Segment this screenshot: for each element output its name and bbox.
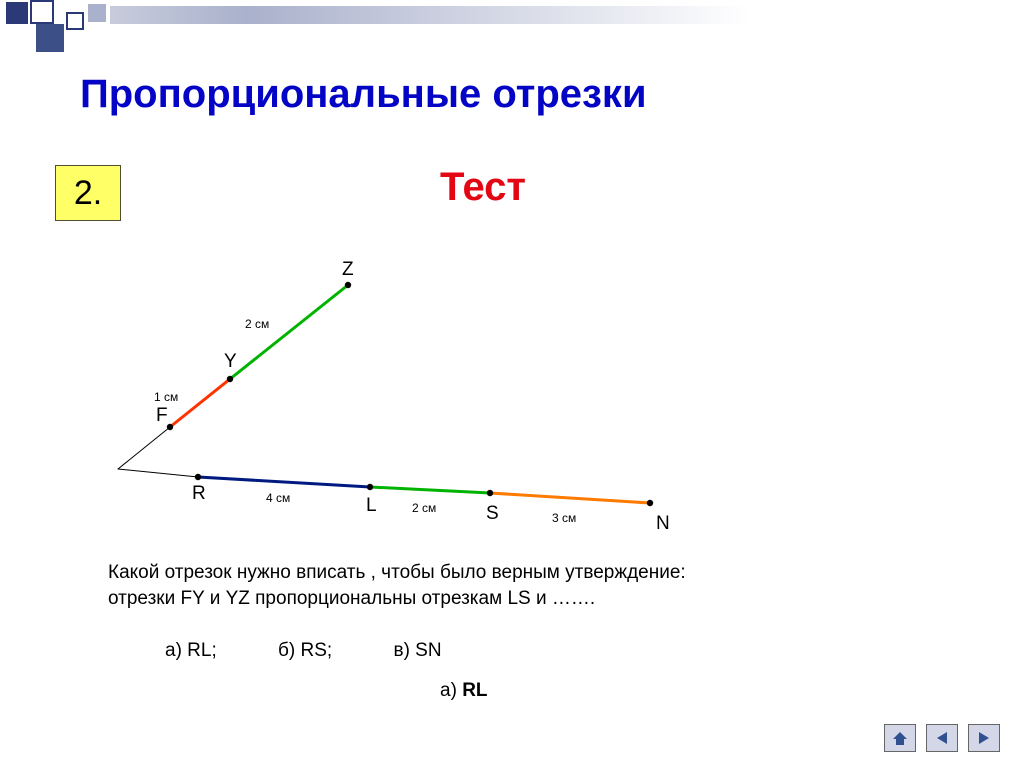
svg-text:R: R bbox=[192, 483, 206, 504]
svg-text:2 см: 2 см bbox=[412, 501, 436, 515]
deco-square bbox=[36, 24, 64, 52]
question-text: Какой отрезок нужно вписать , чтобы было… bbox=[108, 560, 928, 611]
svg-text:F: F bbox=[156, 405, 168, 426]
svg-text:3 см: 3 см bbox=[552, 511, 576, 525]
question-number-badge: 2. bbox=[55, 165, 121, 221]
question-number: 2. bbox=[74, 174, 102, 213]
question-line1: Какой отрезок нужно вписать , чтобы было… bbox=[108, 562, 686, 583]
answer-value: RL bbox=[462, 680, 487, 701]
correct-answer: а) RL bbox=[440, 680, 488, 702]
answer-prefix: а) bbox=[440, 680, 462, 701]
next-button[interactable] bbox=[968, 724, 1000, 752]
choice-a: а) RL; bbox=[165, 640, 217, 661]
svg-text:4 см: 4 см bbox=[266, 491, 290, 505]
prev-button[interactable] bbox=[926, 724, 958, 752]
choice-c: в) SN bbox=[393, 640, 441, 661]
segments-diagram: 1 см 2 см F Y Z 4 см 2 см 3 см R L S N bbox=[90, 255, 730, 535]
slide-title: Пропорциональные отрезки bbox=[80, 72, 647, 117]
deco-square bbox=[6, 2, 28, 24]
svg-text:S: S bbox=[486, 503, 499, 524]
header-decoration bbox=[0, 0, 1024, 40]
choice-b: б) RS; bbox=[278, 640, 332, 661]
home-icon bbox=[891, 730, 909, 746]
arrow-right-icon bbox=[976, 730, 992, 746]
svg-text:L: L bbox=[366, 495, 377, 516]
svg-text:Y: Y bbox=[224, 351, 237, 372]
deco-square bbox=[88, 4, 106, 22]
nav-buttons bbox=[884, 724, 1000, 752]
deco-square bbox=[30, 0, 54, 24]
svg-text:1 см: 1 см bbox=[154, 390, 178, 404]
test-label: Тест bbox=[440, 165, 526, 210]
arrow-left-icon bbox=[934, 730, 950, 746]
svg-text:N: N bbox=[656, 513, 670, 534]
deco-square bbox=[66, 12, 84, 30]
answer-choices: а) RL; б) RS; в) SN bbox=[165, 640, 498, 662]
home-button[interactable] bbox=[884, 724, 916, 752]
svg-text:Z: Z bbox=[342, 259, 354, 280]
header-gradient bbox=[110, 6, 1024, 24]
question-line2: отрезки FY и YZ пропорциональны отрезкам… bbox=[108, 588, 595, 609]
slide-container: Пропорциональные отрезки 2. Тест 1 см 2 с… bbox=[0, 0, 1024, 768]
svg-text:2 см: 2 см bbox=[245, 317, 269, 331]
